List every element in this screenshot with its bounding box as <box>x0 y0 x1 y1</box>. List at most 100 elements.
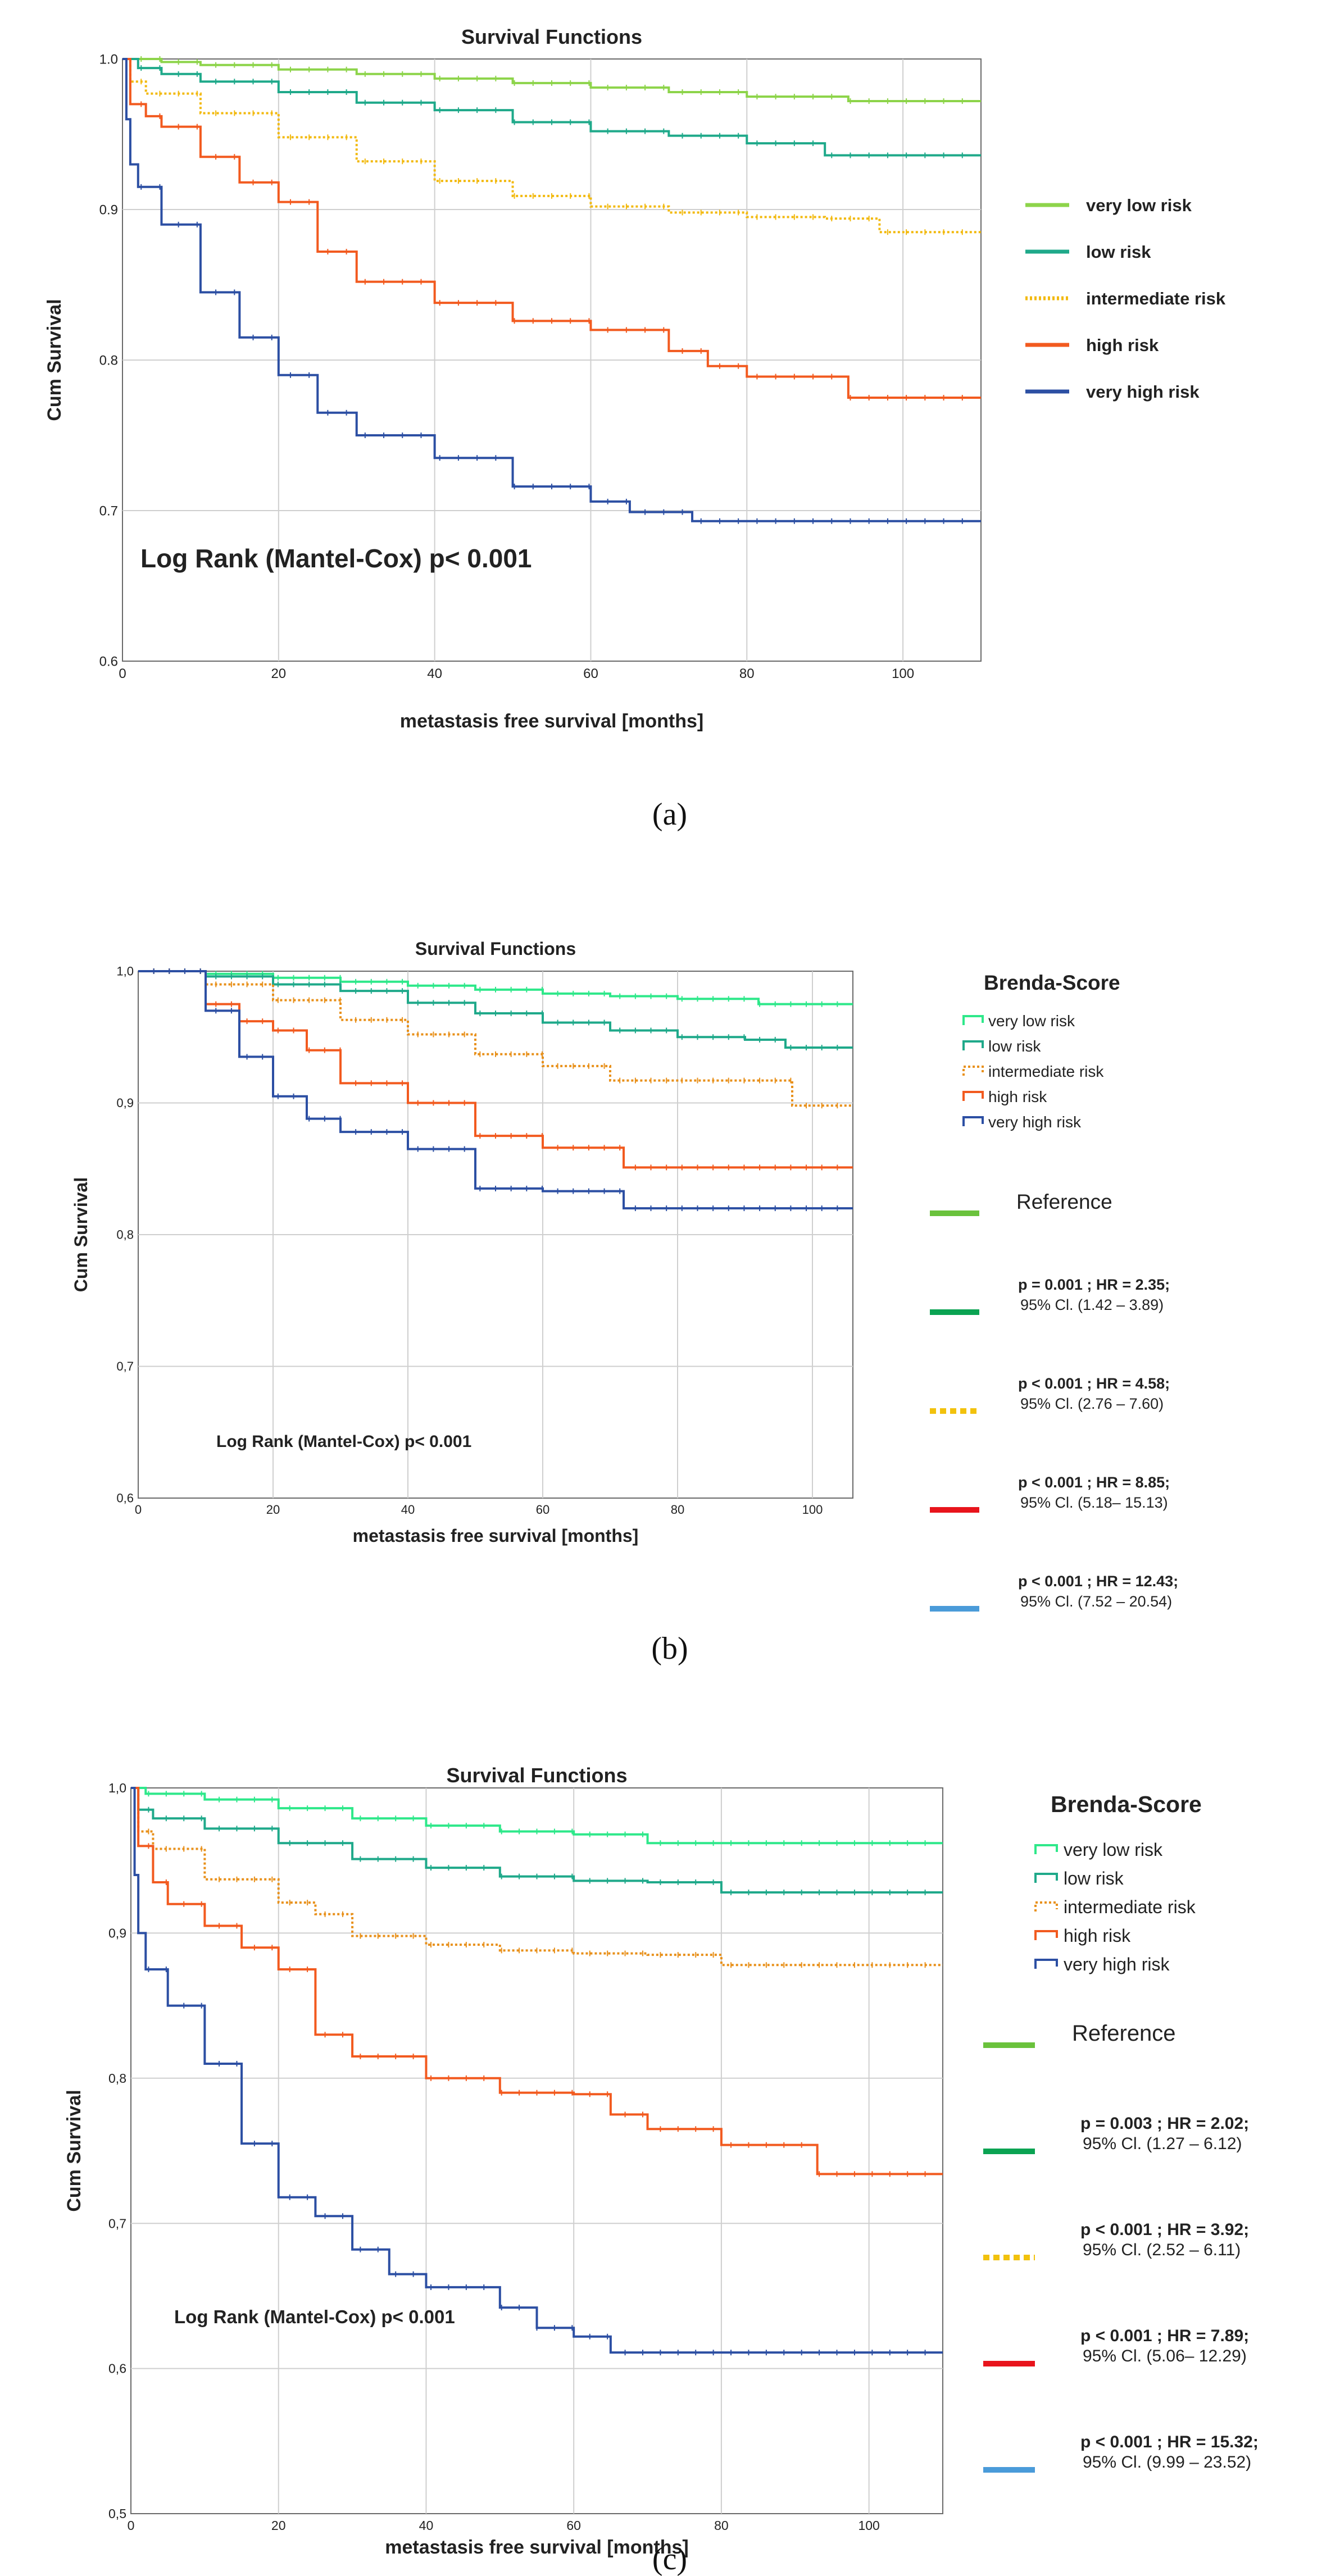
log-rank-annotation: Log Rank (Mantel-Cox) p< 0.001 <box>216 1432 471 1451</box>
y-tick-label: 0,9 <box>108 1926 126 1940</box>
x-tick-label: 40 <box>419 2518 434 2533</box>
legend-title: Brenda-Score <box>1051 1791 1202 1817</box>
y-tick-label: 1,0 <box>116 964 134 978</box>
series-line-very-low-risk <box>138 970 853 1005</box>
x-tick-label: 100 <box>802 1503 823 1517</box>
series-line-very-high-risk <box>122 58 981 522</box>
series-line-intermediate-risk <box>122 58 981 234</box>
chart-title: Survival Functions <box>415 939 576 959</box>
x-tick-label: 0 <box>119 666 126 681</box>
hr-ci: 95% Cl. (5.18– 15.13) <box>1020 1494 1168 1511</box>
y-axis-label: Cum Survival <box>63 2090 85 2211</box>
legend-label: very low risk <box>1064 1840 1163 1860</box>
legend-label: intermediate risk <box>1086 289 1226 308</box>
chart-b: Survival Functions 0 20 40 60 80 100 0,6 0,7 0,8 0… <box>71 939 1178 1666</box>
legend-swatch <box>1034 1873 1058 1883</box>
log-rank-annotation: Log Rank (Mantel-Cox) p< 0.001 <box>174 2306 455 2327</box>
legend-label: low risk <box>1086 242 1151 262</box>
y-tick-label: 0,8 <box>108 2071 126 2086</box>
chart-a: Survival Functions 0 20 40 60 80 100 0.6 0.7 0.8 0… <box>44 25 1226 832</box>
legend-label: low risk <box>1064 1868 1124 1888</box>
x-tick-label: 100 <box>858 2518 879 2533</box>
panel-label: (c) <box>652 2542 687 2576</box>
hr-ci: 95% Cl. (1.42 – 3.89) <box>1020 1296 1164 1313</box>
y-axis-label: Cum Survival <box>44 299 65 421</box>
hr-ci: 95% Cl. (2.76 – 7.60) <box>1020 1395 1164 1412</box>
hr-ci: 95% Cl. (5.06– 12.29) <box>1083 2347 1247 2365</box>
hr-value: p < 0.001 ; HR = 7.89; <box>1080 2327 1249 2345</box>
series-line-high-risk <box>122 58 981 399</box>
y-tick-label: 0.6 <box>99 654 118 669</box>
x-tick-label: 80 <box>671 1503 684 1517</box>
hr-ci: 95% Cl. (9.99 – 23.52) <box>1083 2453 1251 2472</box>
legend-label: intermediate risk <box>988 1063 1104 1080</box>
chart-title: Survival Functions <box>446 1764 627 1787</box>
hr-ci: 95% Cl. (2.52 – 6.11) <box>1083 2241 1241 2259</box>
x-tick-label: 20 <box>271 2518 286 2533</box>
legend-label: very high risk <box>1086 382 1200 402</box>
x-axis-label: metastasis free survival [months] <box>400 711 703 732</box>
plot-area <box>130 1787 943 2514</box>
legend-label: very high risk <box>988 1113 1082 1131</box>
y-tick-label: 0.7 <box>99 503 118 518</box>
y-tick-label: 0.9 <box>99 202 118 217</box>
y-tick-label: 0,7 <box>108 2216 126 2231</box>
legend-swatch <box>962 1040 984 1050</box>
legend-swatch <box>962 1116 984 1126</box>
y-tick-label: 0,6 <box>108 2361 126 2376</box>
hr-value: p < 0.001 ; HR = 4.58; <box>1018 1375 1170 1392</box>
y-axis-label: Cum Survival <box>71 1177 91 1292</box>
legend-swatch <box>962 1091 984 1101</box>
y-tick-label: 0.8 <box>99 353 118 368</box>
x-tick-label: 40 <box>427 666 442 681</box>
x-tick-label: 60 <box>536 1503 549 1517</box>
legend-label: low risk <box>988 1037 1041 1055</box>
x-tick-label: 0 <box>135 1503 142 1517</box>
legend-label: intermediate risk <box>1064 1897 1196 1917</box>
series-line-very-high-risk <box>131 1787 943 2354</box>
reference-label: Reference <box>1072 2021 1176 2046</box>
series-line-intermediate-risk <box>138 970 853 1107</box>
hr-value: p = 0.003 ; HR = 2.02; <box>1080 2114 1249 2133</box>
hr-ci: 95% Cl. (1.27 – 6.12) <box>1083 2134 1242 2153</box>
log-rank-annotation: Log Rank (Mantel-Cox) p< 0.001 <box>140 544 532 573</box>
legend-swatch <box>1034 1844 1058 1854</box>
legend-label: high risk <box>988 1088 1047 1105</box>
y-tick-label: 0,9 <box>116 1096 134 1110</box>
x-tick-label: 60 <box>566 2518 581 2533</box>
y-tick-label: 1,0 <box>108 1781 126 1795</box>
legend-label: very low risk <box>1086 195 1192 215</box>
x-axis-label: metastasis free survival [months] <box>385 2537 688 2558</box>
y-tick-label: 0,5 <box>108 2506 126 2521</box>
x-axis-label: metastasis free survival [months] <box>353 1526 639 1546</box>
legend-title: Brenda-Score <box>984 971 1120 994</box>
series-line-low-risk <box>122 58 981 157</box>
hr-ci: 95% Cl. (7.52 – 20.54) <box>1020 1593 1172 1610</box>
hr-value: p < 0.001 ; HR = 15.32; <box>1080 2433 1259 2451</box>
x-tick-label: 60 <box>583 666 598 681</box>
series-line-high-risk <box>131 1787 943 2176</box>
series-line-low-risk <box>138 970 853 1049</box>
x-tick-label: 40 <box>401 1503 415 1517</box>
series-line-very-low-risk <box>122 58 981 103</box>
legend-swatch <box>962 1066 984 1076</box>
legend-label: very high risk <box>1064 1954 1170 1974</box>
x-tick-label: 20 <box>271 666 286 681</box>
legend-label: very low risk <box>988 1012 1075 1030</box>
panel-label: (a) <box>652 797 687 832</box>
legend-label: high risk <box>1064 1926 1131 1946</box>
legend-swatch <box>962 1015 984 1025</box>
chart-title: Survival Functions <box>461 25 642 48</box>
x-tick-label: 0 <box>128 2518 135 2533</box>
hr-value: p < 0.001 ; HR = 12.43; <box>1018 1573 1178 1590</box>
x-tick-label: 100 <box>892 666 914 681</box>
x-tick-label: 20 <box>266 1503 280 1517</box>
y-tick-label: 0,7 <box>116 1359 134 1373</box>
series-line-low-risk <box>131 1787 943 1894</box>
series-line-very-low-risk <box>131 1787 943 1845</box>
y-tick-label: 0,8 <box>116 1228 134 1242</box>
legend-label: high risk <box>1086 335 1159 355</box>
y-tick-label: 0,6 <box>116 1491 134 1505</box>
chart-c: Survival Functions 0 20 40 60 80 100 0,5 0,6 0,7 0… <box>63 1764 1259 2576</box>
